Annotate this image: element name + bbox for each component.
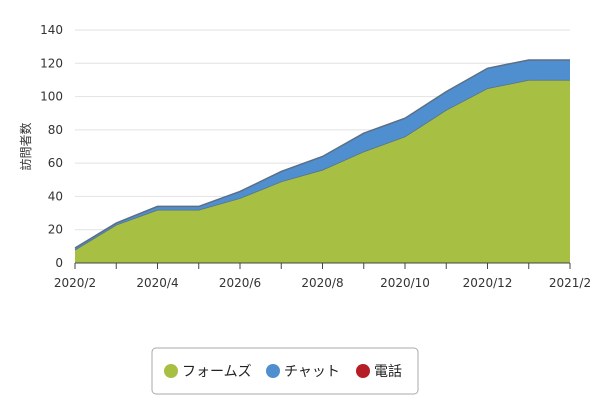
x-tick-label: 2020/2: [54, 276, 96, 290]
legend-marker: [266, 364, 280, 378]
legend: フォームズ チャット 電話: [151, 347, 419, 395]
legend-box: [151, 347, 419, 395]
y-tick-label: 100: [40, 90, 63, 104]
y-tick-label: 40: [48, 189, 63, 203]
x-tick-label: 2020/12: [463, 276, 513, 290]
x-tick-label: 2020/10: [380, 276, 430, 290]
y-tick-label: 120: [40, 56, 63, 70]
x-tick-label: 2021/2: [549, 276, 591, 290]
legend-label: チャット: [284, 364, 340, 380]
x-tick-label: 2020/8: [301, 276, 343, 290]
y-tick-label: 80: [48, 123, 63, 137]
legend-label: フォームズ: [182, 364, 252, 380]
x-tick-label: 2020/4: [136, 276, 178, 290]
legend-label: 電話: [374, 363, 402, 380]
legend-marker: [356, 364, 370, 378]
y-axis-title: 訪問者数: [18, 122, 33, 170]
y-tick-label: 60: [48, 156, 63, 170]
y-tick-label: 0: [55, 256, 63, 270]
y-tick-label: 140: [40, 23, 63, 37]
legend-marker: [164, 364, 178, 378]
area-1: [75, 79, 570, 264]
area-2: [75, 59, 570, 250]
x-tick-label: 2020/6: [219, 276, 261, 290]
axes: 0 20 40 60 80 100 120 140 2020/2 2020/4 2020/6 2020…: [40, 23, 591, 290]
area-edge-2: [74, 59, 570, 249]
area-series: [74, 59, 570, 264]
y-tick-label: 20: [48, 223, 63, 237]
